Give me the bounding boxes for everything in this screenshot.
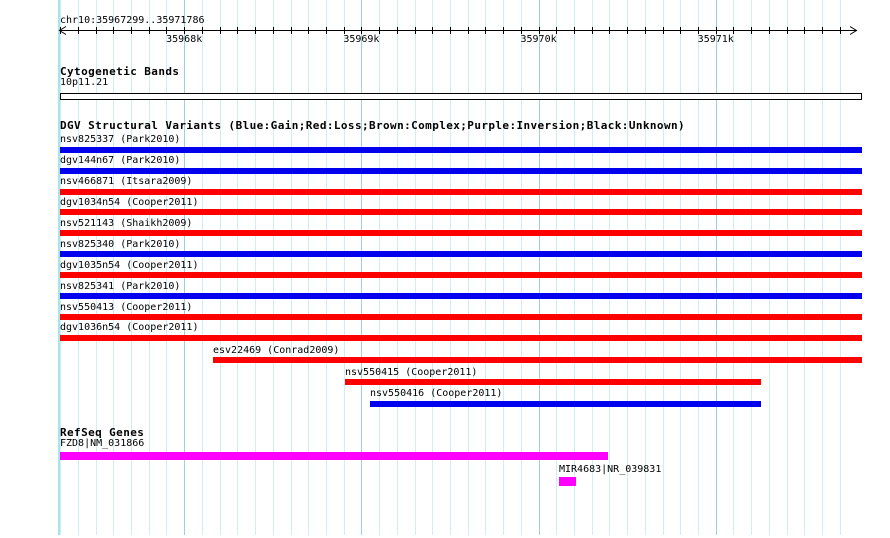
gridline-major [361,0,362,535]
gridline-minor [822,0,823,535]
variant-label-dgv1036n54[interactable]: dgv1036n54 (Cooper2011) [60,322,199,333]
gridline-minor [609,0,610,535]
variant-bar-nsv550415[interactable] [345,379,761,385]
variant-label-nsv521143[interactable]: nsv521143 (Shaikh2009) [60,217,193,229]
gridline-minor [840,0,841,535]
gene-label-mir4683[interactable]: MIR4683|NR_039831 [559,463,662,475]
variant-label-nsv825337[interactable]: nsv825337 (Park2010) [60,134,181,145]
track-title-dgv-structural-variants: DGV Structural Variants (Blue:Gain;Red:L… [60,119,686,132]
ruler-right-arrow-icon [849,26,858,35]
track-title-cytogenetic-bands: Cytogenetic Bands [60,65,180,78]
variant-bar-nsv825341[interactable] [60,293,862,299]
variant-label-nsv550413[interactable]: nsv550413 (Cooper2011) [60,301,193,313]
gridline-minor [131,0,132,535]
gene-bar-mir4683[interactable] [559,477,576,486]
gridline-minor [521,0,522,535]
gridline-minor [220,0,221,535]
gridline-minor [344,0,345,535]
gridline-minor [237,0,238,535]
gridline-major [716,0,717,535]
variant-bar-dgv1036n54[interactable] [60,334,862,341]
gridline-minor [397,0,398,535]
gridline-minor [202,0,203,535]
variant-label-nsv550415[interactable]: nsv550415 (Cooper2011) [345,366,478,378]
variant-bar-dgv1034n54[interactable] [60,209,862,215]
gridline-minor [804,0,805,535]
gridline-minor [308,0,309,535]
gridline-major [184,0,185,535]
region-start-boundary-line [58,0,60,535]
variant-bar-dgv1035n54[interactable] [60,272,862,278]
variant-bar-nsv825340[interactable] [60,251,862,257]
gridline-minor [166,0,167,535]
gridline-minor [769,0,770,535]
ruler-label-35971k: 35971k [697,34,734,45]
gridline-minor [255,0,256,535]
gridline-minor [450,0,451,535]
ruler-label-35968k: 35968k [166,34,203,45]
variant-bar-nsv466871[interactable] [60,188,862,195]
gridline-minor [556,0,557,535]
variant-label-nsv466871[interactable]: nsv466871 (Itsara2009) [60,176,193,187]
gridline-minor [326,0,327,535]
gridline-minor [503,0,504,535]
region-title: chr10:35967299..35971786 [60,15,205,26]
gridline-minor [663,0,664,535]
variant-label-esv22469[interactable]: esv22469 (Conrad2009) [213,344,340,356]
variant-bar-dgv144n67[interactable] [60,167,862,174]
variant-bar-nsv550413[interactable] [60,314,862,320]
variant-label-dgv1035n54[interactable]: dgv1035n54 (Cooper2011) [60,259,199,271]
ruler-left-arrow-icon [58,26,67,35]
gridline-minor [60,0,61,535]
ruler-axis [58,26,858,35]
gridline-minor [379,0,380,535]
variant-label-dgv1034n54[interactable]: dgv1034n54 (Cooper2011) [60,196,199,208]
ruler-label-35969k: 35969k [343,34,380,45]
gridline-minor [751,0,752,535]
gene-bar-fzd8[interactable] [60,452,608,460]
gridline-minor [645,0,646,535]
track-title-refseq-genes: RefSeq Genes [60,426,145,439]
gridline-minor [627,0,628,535]
ruler-label-35970k: 35970k [520,34,557,45]
gridline-minor [698,0,699,535]
gridline-minor [733,0,734,535]
gridline-major [539,0,540,535]
gridline-minor [574,0,575,535]
gridline-minor [432,0,433,535]
gridline-minor [485,0,486,535]
gridline-minor [78,0,79,535]
variant-label-dgv144n67[interactable]: dgv144n67 (Park2010) [60,155,181,166]
variant-bar-nsv550416[interactable] [370,400,761,407]
gridline-minor [680,0,681,535]
variant-bar-nsv825337[interactable] [60,146,862,153]
gridline-minor [415,0,416,535]
gridline-minor [291,0,292,535]
variant-bar-esv22469[interactable] [213,357,862,363]
gridline-minor [273,0,274,535]
gridline-minor [96,0,97,535]
variant-label-nsv550416[interactable]: nsv550416 (Cooper2011) [370,388,503,399]
gridline-minor [113,0,114,535]
gridline-minor [468,0,469,535]
cytoband-label: 10p11.21 [60,77,109,88]
gridline-minor [787,0,788,535]
variant-bar-nsv521143[interactable] [60,230,862,236]
gridline-minor [592,0,593,535]
gridline-minor [149,0,150,535]
variant-label-nsv825341[interactable]: nsv825341 (Park2010) [60,280,181,292]
cytoband-box [60,93,862,100]
variant-label-nsv825340[interactable]: nsv825340 (Park2010) [60,238,181,250]
gene-label-fzd8[interactable]: FZD8|NM_031866 [60,438,145,449]
